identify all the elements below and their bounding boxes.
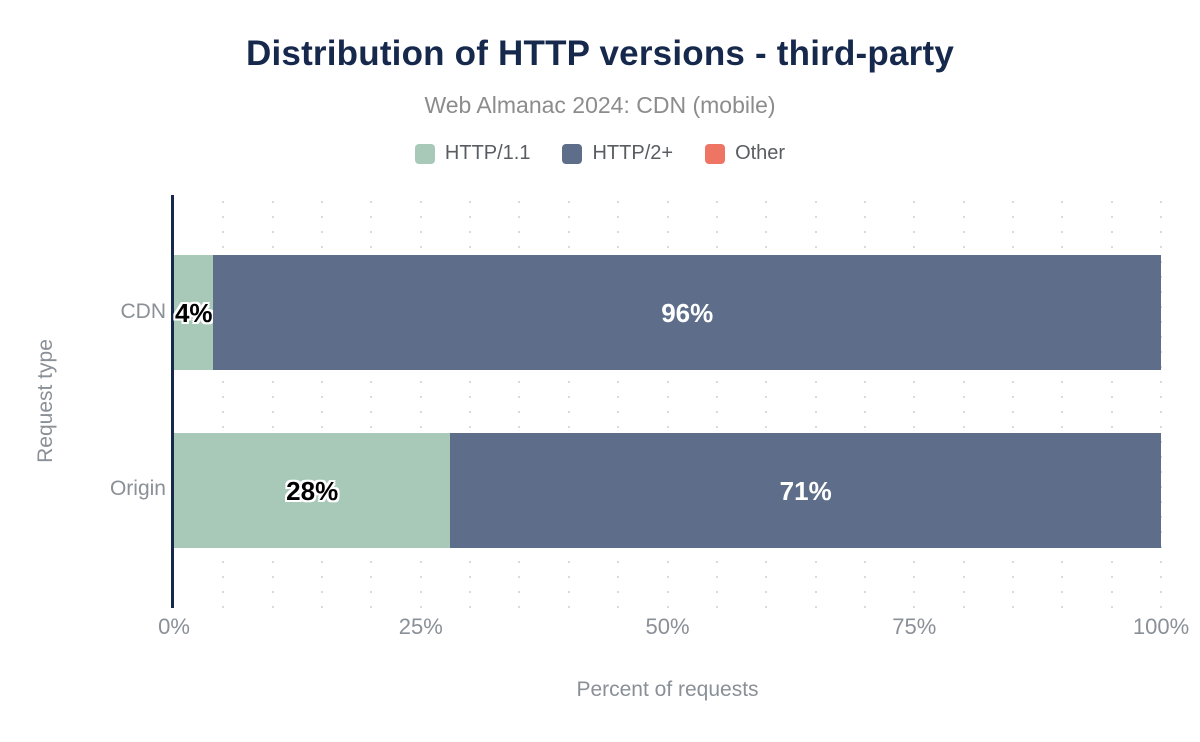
x-tick-label: 100% [1132,614,1190,639]
bar-cdn: 4% 96% [174,255,1161,370]
value-label: 96% [661,297,714,328]
chart-title: Distribution of HTTP versions - third-pa… [246,34,954,73]
legend-item-label: HTTP/1.1 [444,142,531,164]
gridline [567,201,570,608]
y-axis-line [171,195,174,608]
gridline [1160,201,1162,608]
legend-swatch-icon [414,143,435,164]
gridline [666,201,669,608]
bar-segment-origin-http-2[interactable]: 71% [450,433,1161,548]
bar-segment-origin-http-1-1[interactable]: 28% [174,433,451,548]
gridline [715,201,718,608]
bar-segment-cdn-http-2[interactable]: 96% [213,255,1161,370]
gridline [321,201,324,608]
value-label: 28% [286,475,339,506]
gridline [419,201,422,608]
bar-origin: 28% 71% [174,433,1161,548]
gridline [765,201,768,608]
gridline [469,201,472,608]
bar-segment-cdn-http-1-1[interactable]: 4% [174,255,214,370]
gridline [814,201,817,608]
legend-item-http-2[interactable]: HTTP/2+ [562,142,673,165]
gridline [962,201,965,608]
x-tick-label: 50% [645,614,690,639]
legend-item-other[interactable]: Other [705,142,785,165]
y-axis-title: Request type [34,339,57,463]
category-label-origin: Origin [109,477,166,500]
legend-swatch-icon [705,143,726,164]
legend-swatch-icon [562,143,583,164]
gridline [913,201,916,608]
legend-item-label: Other [735,142,786,164]
gridline [1061,201,1064,608]
gridline [1011,201,1014,608]
gridline [1110,201,1113,608]
chart-subtitle: Web Almanac 2024: CDN (mobile) [424,92,776,118]
gridline [370,201,373,608]
gridline [617,201,620,608]
legend-item-label: HTTP/2+ [592,142,674,164]
x-axis-title: Percent of requests [576,678,759,701]
x-tick-label: 0% [158,614,190,639]
legend-item-http-1-1[interactable]: HTTP/1.1 [414,142,531,165]
gridline [518,201,521,608]
gridline [271,201,274,608]
gridline [863,201,866,608]
value-label: 71% [779,475,832,506]
category-label-cdn: CDN [120,300,167,323]
x-tick-label: 75% [892,614,937,639]
x-tick-label: 25% [398,614,443,639]
gridline [222,201,225,608]
plot-area: 4% 96% 28% 71% [171,195,1162,608]
value-label: 4% [174,297,213,328]
legend: HTTP/1.1 HTTP/2+ Other [0,142,1200,165]
